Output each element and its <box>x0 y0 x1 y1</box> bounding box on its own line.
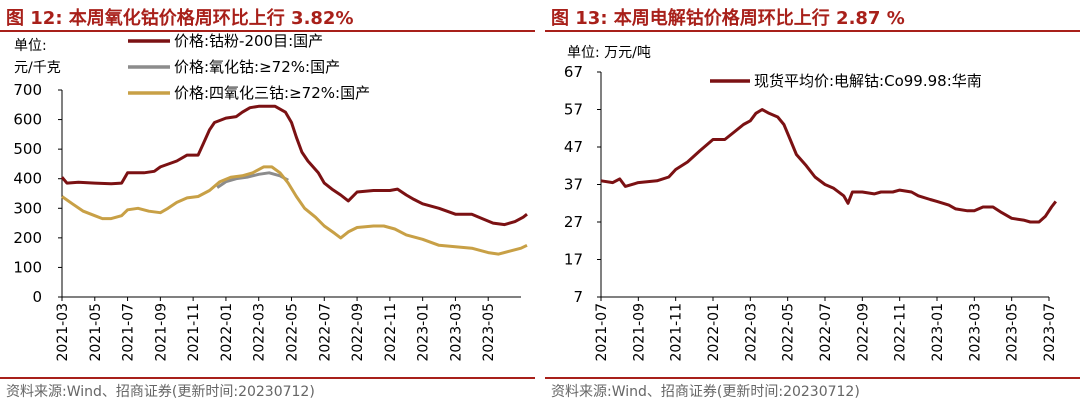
fig13-y-tick-label: 17 <box>564 251 583 269</box>
figure-12-chart: 0 100 200 300 400 500 600 700 2021-03 2021-05 2021… <box>13 32 528 362</box>
figure-13-bottom-rule <box>545 377 1080 379</box>
fig13-x-tick-label: 2021-07 <box>594 303 610 362</box>
fig13-x-tick-label: 2023-01 <box>930 303 946 362</box>
fig12-y-tick-label: 600 <box>13 111 42 129</box>
fig12-x-tick-label: 2021-07 <box>121 303 137 362</box>
figure-13-unit-line: 单位: 万元/吨 <box>567 45 651 61</box>
fig12-x-tick-label: 2022-03 <box>252 303 268 362</box>
fig13-x-tick-label: 2022-01 <box>706 303 722 362</box>
fig13-y-tick-label: 27 <box>564 213 583 231</box>
fig13-x-tick-label: 2023-03 <box>967 303 983 362</box>
fig12-y-tick-label: 0 <box>32 288 42 306</box>
figure-12-bottom-rule <box>0 377 535 379</box>
fig13-x-tick-label: 2023-07 <box>1042 303 1058 362</box>
fig13-x-tick-label: 2022-11 <box>893 303 909 362</box>
fig12-x-tick-label: 2023-01 <box>416 303 432 362</box>
fig12-x-tick-label: 2023-03 <box>448 303 464 362</box>
fig13-y-tick-label: 37 <box>564 176 583 194</box>
fig12-x-tick-label: 2021-05 <box>88 303 104 362</box>
fig12-y-tick-label: 300 <box>13 199 42 217</box>
fig12-x-tick-label: 2021-11 <box>186 303 202 362</box>
fig13-x-tick-label: 2021-11 <box>669 303 685 362</box>
figure-12-panel: 图 12: 本周氧化钴价格周环比上行 3.82% 0 100 200 300 400 50… <box>0 0 535 403</box>
fig12-x-tick-label: 2022-07 <box>317 303 333 362</box>
fig12-legend-label: 价格:四氧化三钴:≥72%:国产 <box>174 84 370 102</box>
fig13-x-tick-label: 2022-05 <box>781 303 797 362</box>
fig13-x-tick-label: 2021-09 <box>631 303 647 362</box>
fig12-legend-label: 价格:氧化钴:≥72%:国产 <box>174 58 340 76</box>
fig13-x-tick-label: 2022-03 <box>743 303 759 362</box>
figure-12-unit-line2: 元/千克 <box>14 60 61 76</box>
fig12-series-line-0 <box>60 104 528 227</box>
fig12-x-tick-label: 2022-05 <box>285 303 301 362</box>
fig13-x-tick-label: 2022-07 <box>818 303 834 362</box>
fig12-legend-label: 价格:钴粉-200目:国产 <box>174 32 323 50</box>
fig13-x-tick-label: 2022-09 <box>855 303 871 362</box>
fig13-series-line-0 <box>600 108 1057 224</box>
fig13-y-tick-label: 67 <box>564 63 583 81</box>
fig12-x-tick-label: 2021-03 <box>55 303 71 362</box>
fig12-y-tick-label: 100 <box>13 258 42 276</box>
figure-13-chart: 7 17 27 37 47 57 67 2021-07 2021-09 2021-11 2022-0… <box>564 45 1058 362</box>
figure-12-source: 资料来源:Wind、招商证券(更新时间:20230712) <box>6 384 315 400</box>
fig12-y-tick-label: 200 <box>13 229 42 247</box>
figure-12-unit-line1: 单位: <box>14 38 47 54</box>
figure-12-title: 图 12: 本周氧化钴价格周环比上行 3.82% <box>6 8 354 29</box>
fig13-y-tick-label: 47 <box>564 138 583 156</box>
figure-13-panel: 图 13: 本周电解钴价格周环比上行 2.87 % 7 17 27 37 47 57 67 2… <box>545 0 1080 403</box>
figure-13-title: 图 13: 本周电解钴价格周环比上行 2.87 % <box>551 8 905 29</box>
fig12-y-tick-label: 700 <box>13 81 42 99</box>
figure-13-source: 资料来源:Wind、招商证券(更新时间:20230712) <box>551 384 860 400</box>
fig12-x-tick-label: 2022-09 <box>350 303 366 362</box>
fig13-y-tick-label: 57 <box>564 101 583 119</box>
fig13-y-tick-label: 7 <box>573 288 583 306</box>
fig12-x-tick-label: 2022-01 <box>219 303 235 362</box>
fig12-series-line-1 <box>216 171 289 189</box>
fig13-legend-label: 现货平均价:电解钴:Co99.98:华南 <box>754 72 982 90</box>
fig12-y-tick-label: 500 <box>13 140 42 158</box>
fig12-x-tick-label: 2022-11 <box>383 303 399 362</box>
fig12-y-tick-label: 400 <box>13 170 42 188</box>
fig12-series-line-2 <box>61 165 528 256</box>
figure-13-top-rule <box>545 30 1080 32</box>
figure-12-top-rule <box>0 30 535 32</box>
fig12-x-tick-label: 2021-09 <box>153 303 169 362</box>
fig12-x-tick-label: 2023-05 <box>481 303 497 362</box>
fig13-x-tick-label: 2023-05 <box>1005 303 1021 362</box>
